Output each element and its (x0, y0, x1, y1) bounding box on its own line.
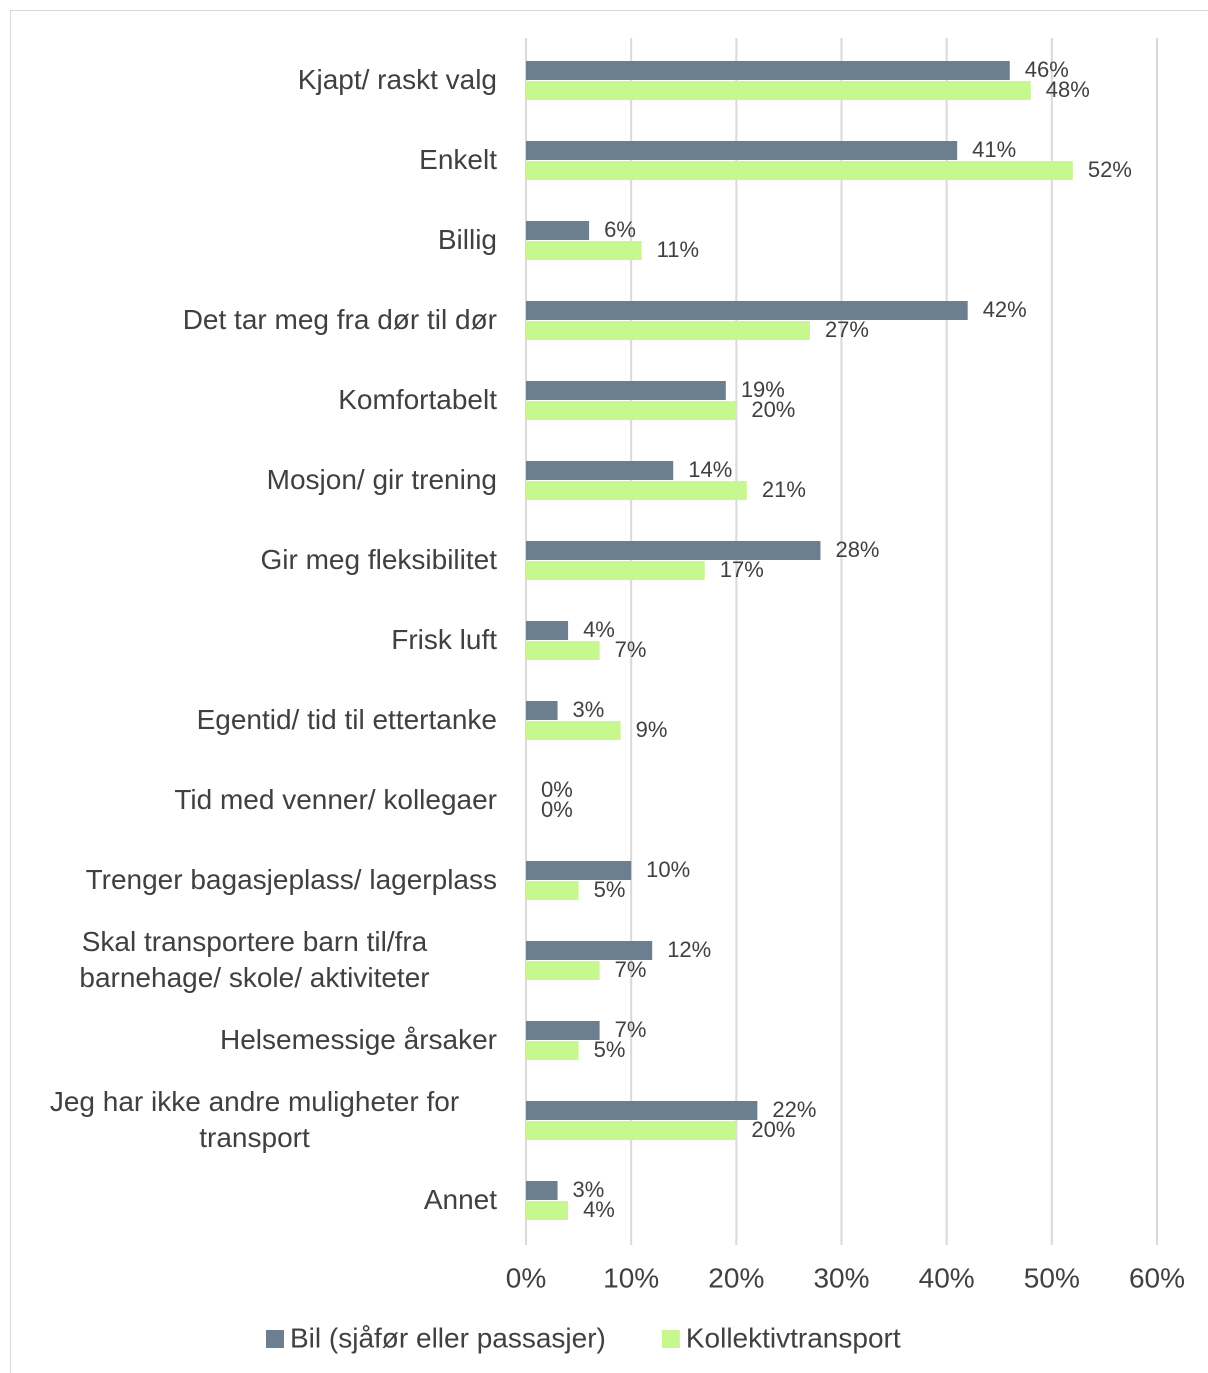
data-label: 6% (604, 217, 636, 242)
data-label: 10% (646, 857, 690, 882)
x-tick-label: 60% (1129, 1262, 1185, 1293)
y-tick-label: Jeg har ikke andre muligheter for transp… (49, 1086, 460, 1153)
bar (526, 541, 821, 560)
y-tick-label: Tid med venner/ kollegaer (174, 784, 497, 815)
data-label: 28% (835, 537, 879, 562)
y-tick-label: Det tar meg fra dør til dør (182, 304, 497, 335)
data-label: 21% (762, 477, 806, 502)
legend-label: Kollektivtransport (686, 1322, 901, 1353)
bar (526, 621, 569, 640)
bar (526, 161, 1073, 180)
bar (526, 881, 579, 900)
y-tick-label: Frisk luft (391, 624, 497, 655)
bar (526, 481, 747, 500)
x-tick-label: 0% (506, 1262, 546, 1293)
data-label: 48% (1046, 77, 1090, 102)
y-tick-label: Komfortabelt (338, 384, 497, 415)
data-label: 27% (825, 317, 869, 342)
data-label: 14% (688, 457, 732, 482)
data-label: 5% (594, 1037, 626, 1062)
y-tick-label: Gir meg fleksibilitet (260, 544, 497, 575)
bar (526, 1121, 737, 1140)
x-tick-label: 20% (708, 1262, 764, 1293)
data-label: 9% (636, 717, 668, 742)
x-tick-label: 10% (603, 1262, 659, 1293)
x-tick-label: 30% (813, 1262, 869, 1293)
data-label: 20% (751, 397, 795, 422)
bar (526, 401, 737, 420)
data-label: 20% (751, 1117, 795, 1142)
bar (526, 701, 558, 720)
data-label: 17% (720, 557, 764, 582)
bar (526, 1201, 569, 1220)
bar (526, 241, 642, 260)
y-tick-label: Trenger bagasjeplass/ lagerplass (85, 864, 497, 895)
data-label: 5% (594, 877, 626, 902)
data-label: 4% (583, 617, 615, 642)
bar (526, 1021, 600, 1040)
bar (526, 81, 1031, 100)
data-label: 3% (573, 697, 605, 722)
bar (526, 1101, 758, 1120)
x-tick-label: 50% (1024, 1262, 1080, 1293)
data-label: 46% (1025, 57, 1069, 82)
data-label: 7% (615, 1017, 647, 1042)
bar (526, 1181, 558, 1200)
data-label: 41% (972, 137, 1016, 162)
bar (526, 941, 653, 960)
data-label: 4% (583, 1197, 615, 1222)
y-tick-label: Kjapt/ raskt valg (297, 64, 497, 95)
y-tick-label: Enkelt (419, 144, 497, 175)
y-tick-label: Helsemessige årsaker (220, 1024, 497, 1055)
data-label: 11% (657, 237, 699, 262)
y-tick-label: Skal transportere barn til/fra barnehage… (79, 926, 430, 993)
data-label: 42% (983, 297, 1027, 322)
frame (10, 10, 1208, 1373)
bar (526, 61, 1010, 80)
bar (526, 321, 810, 340)
bar (526, 301, 968, 320)
data-label: 0% (541, 797, 573, 822)
y-tick-label: Mosjon/ gir trening (266, 464, 497, 495)
bar (526, 641, 600, 660)
bar (526, 461, 674, 480)
bar (526, 561, 705, 580)
legend-swatch (266, 1330, 284, 1348)
legend-label: Bil (sjåfør eller passasjer) (290, 1322, 606, 1353)
y-tick-label: Egentid/ tid til ettertanke (196, 704, 497, 735)
data-label: 7% (615, 637, 647, 662)
bar (526, 961, 600, 980)
bar (526, 381, 726, 400)
data-label: 7% (615, 957, 647, 982)
y-tick-label: Annet (423, 1184, 497, 1215)
data-label: 52% (1088, 157, 1132, 182)
y-tick-label: Billig (437, 224, 497, 255)
x-tick-label: 40% (919, 1262, 975, 1293)
data-label: 0% (541, 777, 573, 802)
legend-swatch (661, 1330, 680, 1348)
bar (526, 721, 621, 740)
data-label: 19% (741, 377, 785, 402)
bar (526, 221, 590, 240)
data-label: 12% (667, 937, 711, 962)
data-label: 22% (772, 1097, 816, 1122)
bar (526, 1041, 579, 1060)
bar (526, 141, 958, 160)
data-label: 3% (573, 1177, 605, 1202)
bar (526, 861, 632, 880)
